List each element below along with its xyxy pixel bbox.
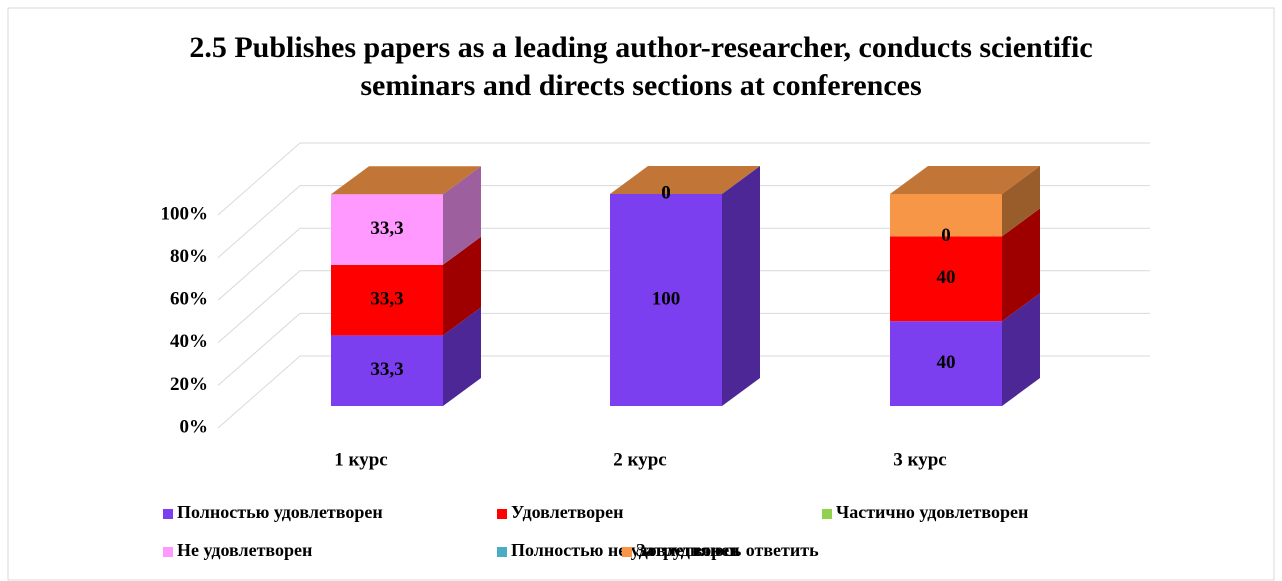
- legend-swatch: [497, 509, 507, 519]
- bar-side: [443, 166, 481, 265]
- grid-line: [217, 355, 1150, 429]
- value-label: 0: [941, 225, 951, 246]
- value-label: 100: [652, 288, 681, 309]
- bar-side: [1002, 208, 1040, 322]
- grid-line: [217, 312, 1150, 386]
- x-tick-label: 2 курс: [613, 449, 666, 470]
- value-label: 40: [937, 267, 956, 288]
- bar-side: [722, 166, 760, 406]
- value-label: 40: [937, 352, 956, 373]
- bar-side: [1002, 166, 1040, 237]
- legend-label: Удовлетворен: [511, 502, 624, 522]
- bar-top: [610, 166, 760, 194]
- chart-title: seminars and directs sections at confere…: [360, 69, 921, 102]
- legend-swatch: [622, 547, 632, 557]
- legend-label: Полностью удовлетворен: [177, 502, 383, 522]
- y-tick-label: 40%: [170, 331, 208, 352]
- bar-side: [443, 307, 481, 406]
- value-label: 33,3: [370, 359, 403, 380]
- legend-swatch: [163, 547, 173, 557]
- legend-swatch: [497, 547, 507, 557]
- value-label: 33,3: [370, 288, 403, 309]
- bar-segment: [890, 321, 1002, 406]
- bar-segment: [610, 194, 722, 406]
- bar-side: [1002, 293, 1040, 406]
- legend-swatch: [163, 509, 173, 519]
- y-tick-label: 60%: [170, 289, 208, 310]
- bar-segment: [890, 236, 1002, 322]
- x-tick-label: 3 курс: [893, 449, 946, 470]
- bar-segment: [331, 264, 443, 336]
- chart-title: 2.5 Publishes papers as a leading author…: [189, 31, 1092, 64]
- bar-segment: [331, 194, 443, 265]
- grid-line: [217, 185, 1150, 258]
- bar-top: [890, 166, 1040, 194]
- bar-top: [331, 166, 481, 195]
- bar-segment: [890, 194, 1002, 237]
- y-tick-label: 0%: [180, 416, 209, 437]
- x-tick-label: 1 курс: [334, 449, 387, 470]
- y-tick-label: 100%: [161, 203, 209, 224]
- y-tick-label: 80%: [170, 246, 208, 267]
- bar-segment: [331, 335, 443, 406]
- value-label: 33,3: [370, 218, 403, 239]
- bar-side: [443, 236, 481, 336]
- legend-label: Частично удовлетворен: [836, 502, 1028, 522]
- y-tick-label: 20%: [170, 374, 208, 395]
- legend-label: Затрудняюсь ответить: [636, 540, 819, 560]
- legend-label: Не удовлетворен: [177, 540, 312, 560]
- grid-line: [217, 142, 1150, 216]
- legend-swatch: [822, 509, 832, 519]
- grid-line: [217, 270, 1150, 344]
- value-label: 0: [661, 182, 671, 203]
- grid-line: [217, 227, 1150, 301]
- value-label: 0: [661, 182, 671, 203]
